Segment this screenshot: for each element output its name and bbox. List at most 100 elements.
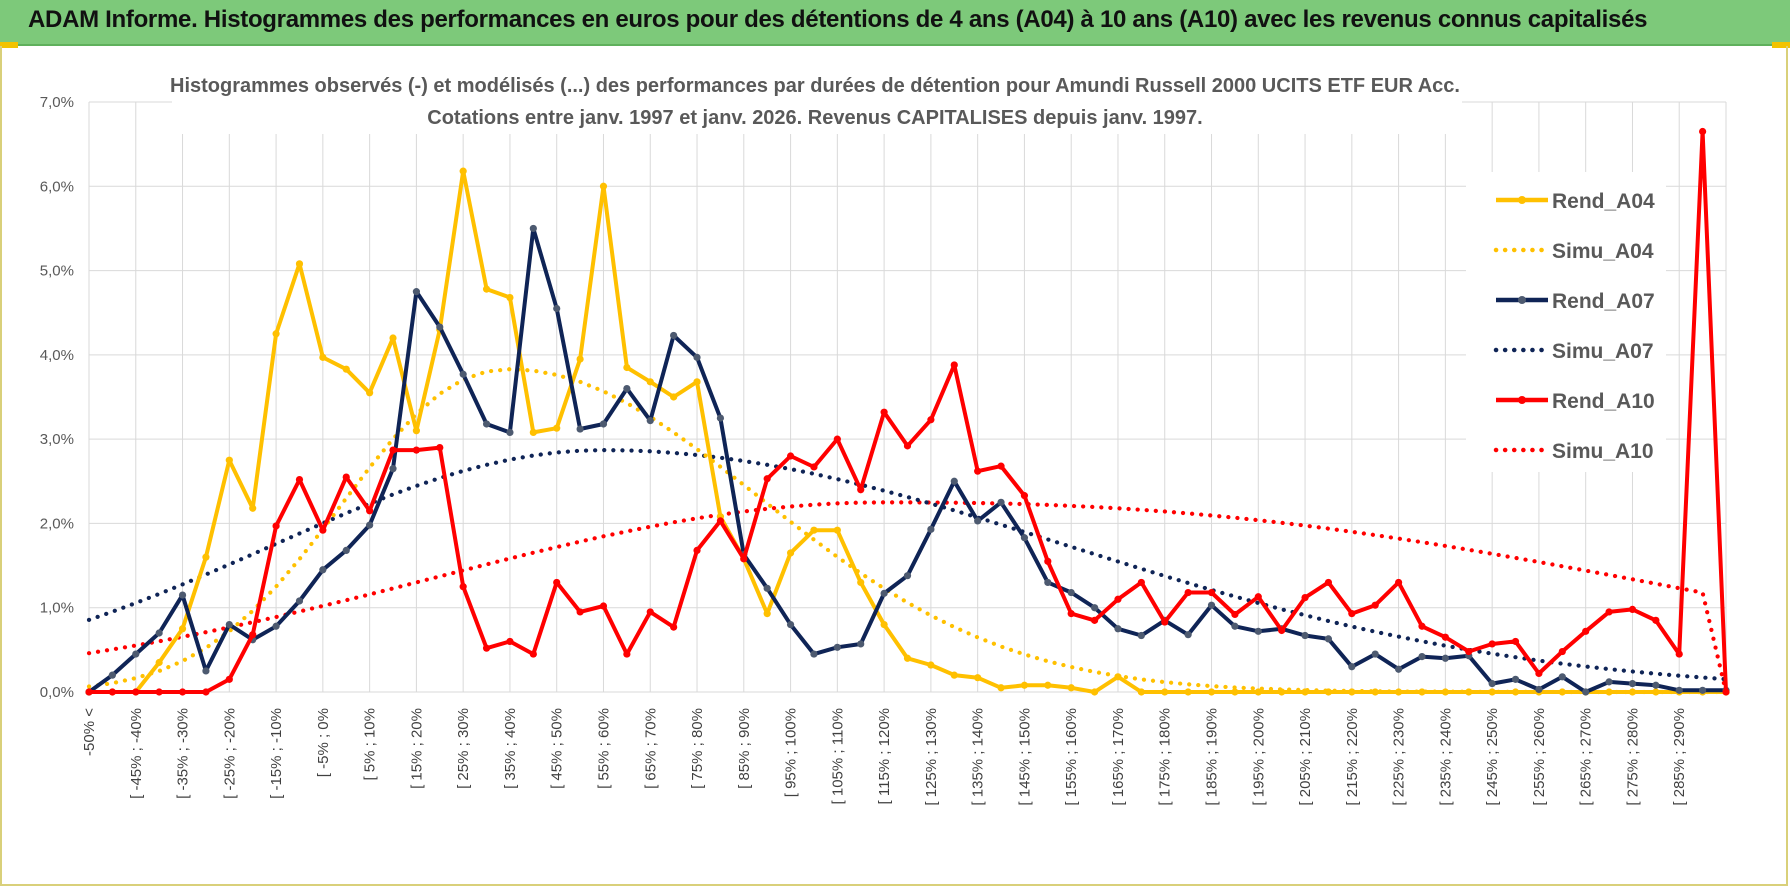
data-point-rend-a04 [670,393,678,401]
data-point-rend-a04 [249,504,257,512]
x-tick-label: [ 205% ; 210% [1297,708,1314,806]
data-point-rend-a10 [1722,688,1730,696]
data-point-rend-a07 [1605,678,1613,686]
data-point-rend-a07 [1207,601,1216,609]
data-point-rend-a04 [1465,688,1473,696]
data-point-rend-a10 [1207,588,1216,597]
data-point-rend-a04 [202,553,210,561]
data-point-rend-a07 [670,331,678,340]
data-point-rend-a10 [202,688,210,696]
data-point-rend-a10 [319,526,327,534]
data-point-rend-a04 [1090,688,1099,696]
data-point-rend-a07 [412,288,420,296]
data-point-rend-a10 [623,650,631,658]
chart-title: Histogrammes observés (-) et modélisés (… [170,75,1460,97]
x-tick-label: [ -5% ; 0% [315,708,332,777]
x-tick-label: [ 285% ; 290% [1671,708,1688,806]
data-point-rend-a10 [903,442,912,450]
data-point-rend-a10 [1675,650,1683,658]
data-point-rend-a07 [1652,681,1660,689]
series-line-simu-a07 [86,447,1729,682]
data-point-rend-a10 [1582,627,1590,635]
data-point-rend-a07 [833,643,841,651]
data-point-rend-a04 [1137,688,1145,696]
data-point-rend-a07 [576,425,584,433]
series-layer [85,127,1730,696]
data-point-rend-a10 [763,475,771,483]
legend-marker-rend-a10 [1518,396,1526,404]
data-point-rend-a07 [646,417,654,425]
legend-label-simu-a04: Simu_A04 [1552,240,1654,263]
x-tick-label: [ 215% ; 220% [1344,708,1361,806]
x-axis: -50% < [ -45% ; -40% [ -35% ; -30% [ -25% ;… [81,708,1688,806]
y-tick-label: 3,0% [40,431,74,448]
data-point-rend-a10 [1488,640,1496,648]
data-point-rend-a10 [132,688,140,696]
data-point-rend-a10 [366,507,374,515]
data-point-rend-a10 [1254,593,1262,601]
data-point-rend-a07 [950,477,958,485]
data-point-rend-a04 [1161,688,1169,696]
data-point-rend-a10 [1137,578,1145,587]
x-tick-label: [ 165% ; 170% [1110,708,1127,806]
data-point-rend-a10 [506,637,514,646]
series-line-simu-a10 [86,500,1729,695]
data-point-rend-a07 [529,224,537,233]
data-point-rend-a10 [295,476,304,484]
data-point-rend-a04 [1044,681,1052,689]
data-point-rend-a10 [1395,578,1403,587]
x-tick-label: [ 145% ; 150% [1016,708,1033,806]
y-tick-label: 2,0% [40,515,74,532]
data-point-rend-a07 [1675,686,1683,694]
data-point-rend-a04 [295,260,304,268]
data-point-rend-a10 [436,443,444,452]
data-point-rend-a04 [1301,688,1309,696]
data-point-rend-a04 [482,285,491,293]
report-banner: ADAM Informe. Histogrammes des performan… [0,0,1790,46]
data-point-rend-a04 [1231,688,1239,696]
data-point-rend-a04 [272,330,280,338]
data-point-rend-a10 [1628,605,1637,614]
x-tick-label: [ 65% ; 70% [642,708,659,789]
data-point-rend-a10 [1324,578,1333,587]
chart-frame [0,46,1788,886]
data-point-rend-a04 [366,389,374,397]
data-point-rend-a10 [646,608,654,616]
data-point-rend-a07 [342,546,350,555]
chart-subtitle: Cotations entre janv. 1997 et janv. 2026… [427,107,1202,129]
data-point-rend-a10 [1511,637,1520,646]
legend-label-simu-a07: Simu_A07 [1552,340,1654,363]
data-point-rend-a10 [459,583,467,591]
data-point-rend-a07 [1418,653,1426,661]
y-tick-label: 1,0% [40,600,74,617]
data-point-rend-a10 [1535,669,1543,678]
data-point-rend-a07 [1254,627,1262,635]
y-tick-label: 0,0% [40,684,74,701]
data-point-rend-a10 [249,631,257,639]
data-point-rend-a07 [132,650,140,658]
data-point-rend-a10 [553,578,561,587]
data-point-rend-a07 [1067,588,1075,597]
data-point-rend-a10 [1371,601,1379,609]
data-point-rend-a10 [1652,616,1660,624]
x-tick-label: [ 225% ; 230% [1391,708,1408,806]
x-tick-label: [ 95% ; 100% [783,708,800,797]
data-point-rend-a04 [1605,688,1613,696]
data-point-rend-a07 [927,525,935,533]
y-tick-label: 6,0% [40,178,74,195]
data-point-rend-a04 [623,363,631,372]
data-point-rend-a04 [1254,688,1262,696]
data-point-rend-a10 [740,555,748,563]
data-point-rend-a10 [1301,594,1309,602]
data-point-rend-a10 [272,522,280,530]
data-point-rend-a04 [646,378,654,386]
data-point-rend-a10 [1044,557,1052,565]
data-point-rend-a04 [997,684,1005,692]
data-point-rend-a07 [459,370,467,378]
data-point-rend-a07 [1324,635,1333,643]
data-point-rend-a07 [482,420,491,428]
data-point-rend-a10 [1418,622,1426,630]
data-point-rend-a04 [1348,688,1356,696]
data-point-rend-a10 [716,517,725,525]
